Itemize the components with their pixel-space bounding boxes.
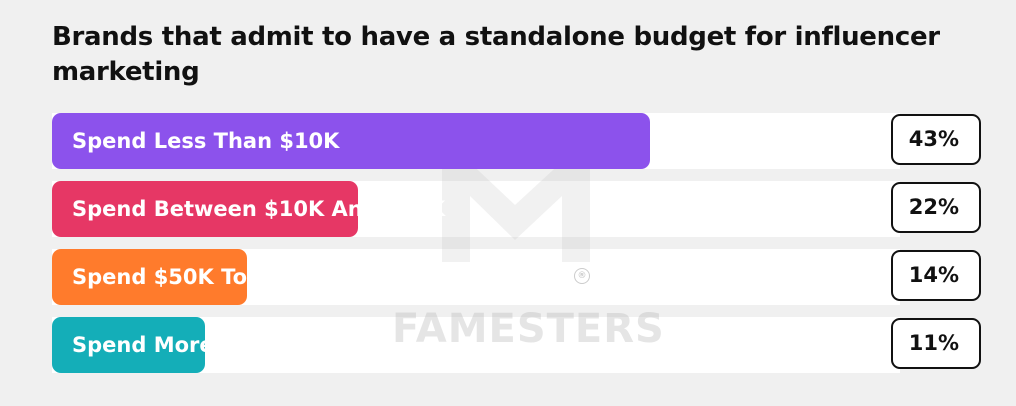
bar-label: Spend $50K To $100K <box>72 265 330 289</box>
bar <box>52 113 650 169</box>
chart-title: Brands that admit to have a standalone b… <box>52 22 940 87</box>
bar-row: Spend $50K To $100K 14% <box>52 249 984 305</box>
value-box: 43% <box>891 114 981 165</box>
bar-row: Spend More Than $500K 11% <box>52 317 984 373</box>
bar-label: Spend More Than $500K <box>72 333 362 357</box>
value-label: 14% <box>908 263 959 287</box>
bar <box>52 317 205 373</box>
bar-label: Spend Between $10K And $50K <box>72 197 446 221</box>
bar-row: Spend Between $10K And $50K 22% <box>52 181 984 237</box>
value-box: 22% <box>891 182 981 233</box>
value-label: 11% <box>908 331 959 355</box>
bar <box>52 181 358 237</box>
value-box: 11% <box>891 318 981 369</box>
bar <box>52 249 247 305</box>
value-label: 22% <box>908 195 959 219</box>
bar-label: Spend Less Than $10K <box>72 129 340 153</box>
value-box: 14% <box>891 250 981 301</box>
bar-row: Spend Less Than $10K 43% <box>52 113 984 169</box>
value-label: 43% <box>908 127 959 151</box>
